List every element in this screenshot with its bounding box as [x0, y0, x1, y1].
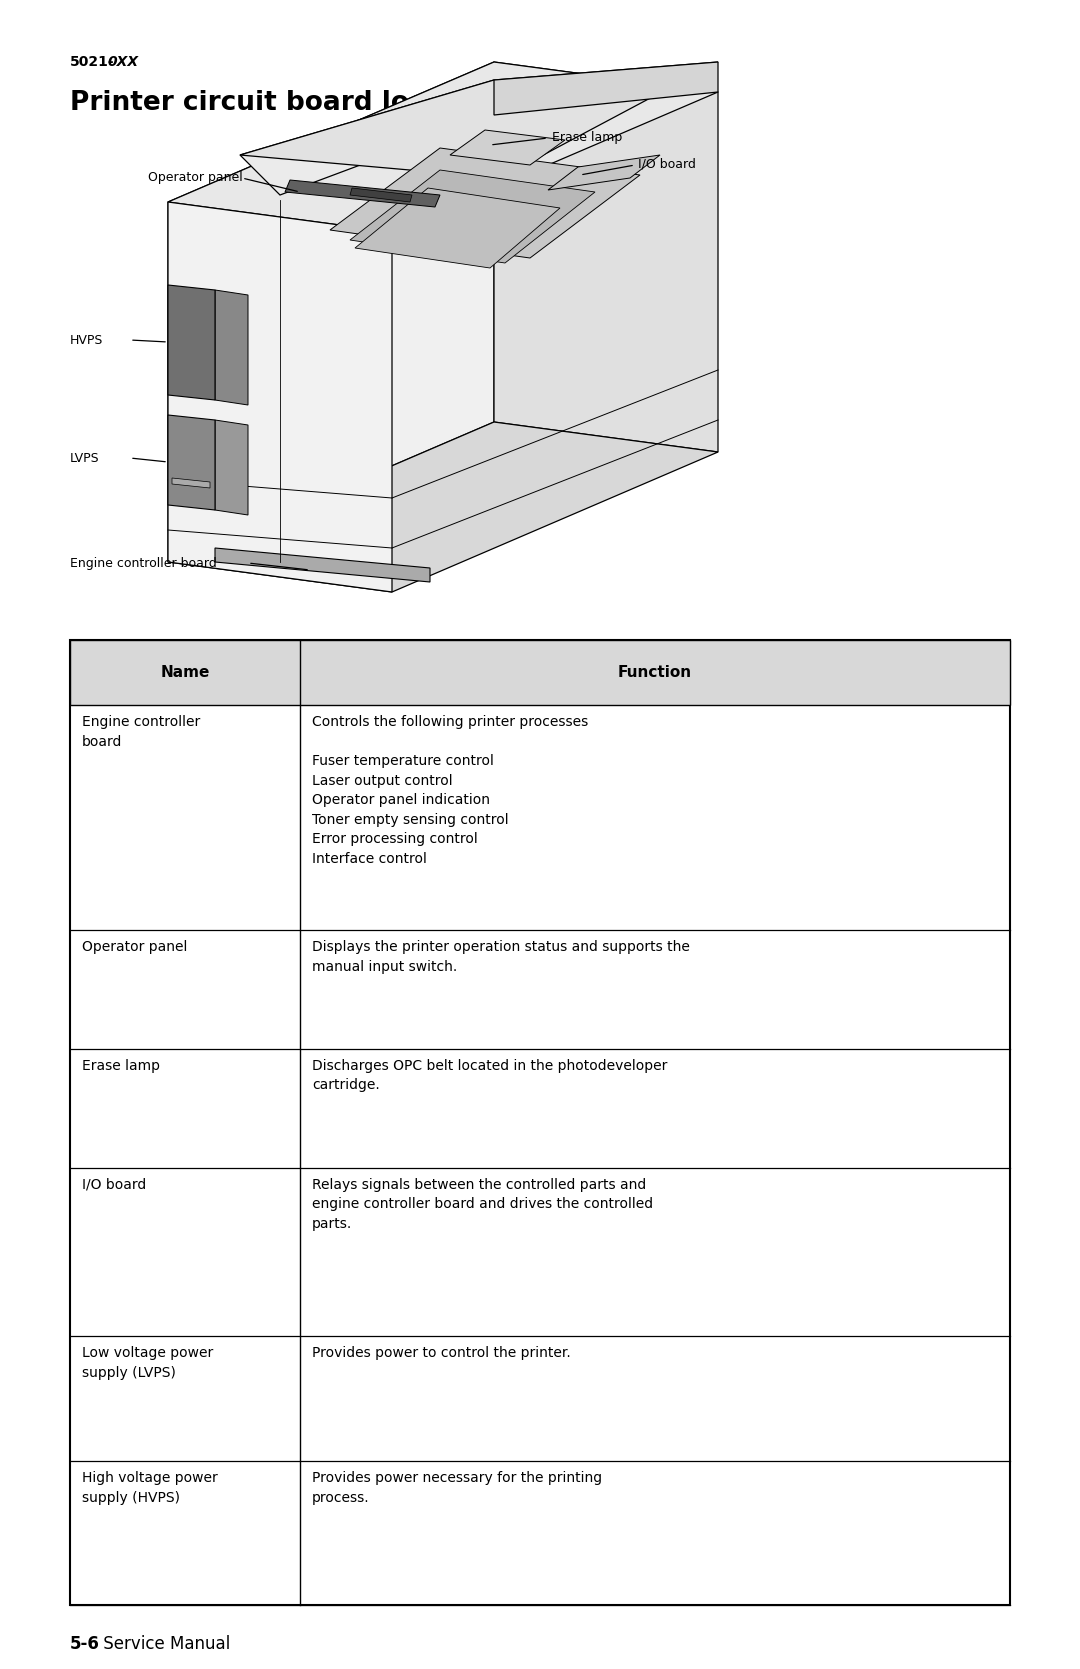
- Text: HVPS: HVPS: [70, 334, 104, 347]
- Polygon shape: [215, 290, 248, 406]
- Polygon shape: [168, 422, 718, 592]
- Text: Relays signals between the controlled parts and
engine controller board and driv: Relays signals between the controlled pa…: [312, 1178, 653, 1230]
- Polygon shape: [494, 62, 718, 452]
- Polygon shape: [172, 477, 210, 487]
- Polygon shape: [168, 62, 718, 232]
- Text: Erase lamp: Erase lamp: [82, 1058, 160, 1073]
- Polygon shape: [168, 202, 392, 592]
- Text: Engine controller
board: Engine controller board: [82, 714, 200, 748]
- Polygon shape: [355, 189, 561, 269]
- Polygon shape: [494, 62, 718, 115]
- Polygon shape: [350, 189, 411, 202]
- Polygon shape: [168, 285, 215, 401]
- Text: Engine controller board: Engine controller board: [70, 556, 217, 569]
- Text: Name: Name: [160, 664, 210, 679]
- Text: 5-6: 5-6: [70, 1636, 99, 1652]
- Polygon shape: [330, 149, 640, 259]
- Text: Function: Function: [618, 664, 692, 679]
- Text: I/O board: I/O board: [638, 157, 696, 170]
- Text: Operator panel: Operator panel: [82, 940, 187, 955]
- Text: Displays the printer operation status and supports the
manual input switch.: Displays the printer operation status an…: [312, 940, 690, 973]
- Bar: [70, 639, 1010, 704]
- Polygon shape: [215, 547, 430, 582]
- Text: 5021-: 5021-: [70, 55, 114, 68]
- Polygon shape: [350, 170, 595, 264]
- Polygon shape: [240, 62, 718, 179]
- Text: Printer circuit board locations: Printer circuit board locations: [70, 90, 517, 117]
- Text: High voltage power
supply (HVPS): High voltage power supply (HVPS): [82, 1472, 218, 1505]
- Polygon shape: [215, 421, 248, 516]
- Text: Service Manual: Service Manual: [98, 1636, 230, 1652]
- Polygon shape: [285, 180, 440, 207]
- Text: 0XX: 0XX: [108, 55, 139, 68]
- Polygon shape: [240, 80, 494, 195]
- Polygon shape: [450, 130, 565, 165]
- Text: LVPS: LVPS: [70, 452, 99, 464]
- Text: Controls the following printer processes

Fuser temperature control
Laser output: Controls the following printer processes…: [312, 714, 589, 866]
- Text: Erase lamp: Erase lamp: [552, 132, 622, 145]
- Text: Low voltage power
supply (LVPS): Low voltage power supply (LVPS): [82, 1347, 213, 1380]
- Text: I/O board: I/O board: [82, 1178, 146, 1192]
- Text: Operator panel: Operator panel: [148, 170, 243, 184]
- Text: Provides power to control the printer.: Provides power to control the printer.: [312, 1347, 570, 1360]
- Text: Discharges OPC belt located in the photodeveloper
cartridge.: Discharges OPC belt located in the photo…: [312, 1058, 667, 1092]
- Polygon shape: [168, 62, 494, 562]
- Polygon shape: [168, 416, 215, 511]
- Text: Provides power necessary for the printing
process.: Provides power necessary for the printin…: [312, 1472, 603, 1505]
- Polygon shape: [548, 155, 660, 190]
- Bar: [70, 639, 1010, 1606]
